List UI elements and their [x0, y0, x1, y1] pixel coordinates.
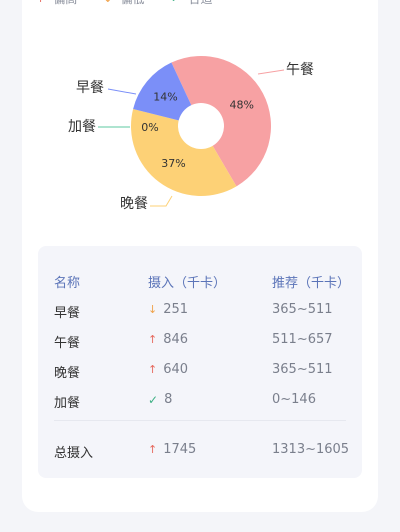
row-name: 早餐: [54, 306, 81, 321]
arrow-down-icon: ↓: [148, 303, 158, 316]
legend-item-high: ↑ 偏高: [36, 0, 77, 7]
slice-name-label: 加餐: [68, 119, 96, 135]
legend-label-high: 偏高: [53, 0, 77, 7]
arrow-up-icon: ↑: [36, 0, 45, 5]
row-name: 晚餐: [54, 366, 81, 381]
slice-percent-label: 0%: [141, 121, 158, 134]
header-intake: 摄入（千卡）: [148, 276, 227, 291]
leader-line: [257, 69, 285, 75]
arrow-up-icon: ↑: [148, 333, 158, 346]
arrow-down-icon: ↓: [103, 0, 112, 5]
table-row: 午餐 ↑ 846 511~657: [38, 332, 362, 352]
intake-value: 640: [163, 362, 189, 377]
row-intake: ✓ 8: [148, 392, 172, 407]
divider: [54, 420, 346, 421]
slice-percent-label: 37%: [161, 157, 185, 170]
donut-hole: [178, 103, 224, 149]
status-legend: ↑ 偏高 ↓ 偏低 ✓ 合适: [36, 0, 213, 7]
total-name: 总摄入: [54, 446, 94, 461]
pie-slice[interactable]: [130, 108, 237, 197]
header-recommended: 推荐（千卡）: [272, 276, 351, 291]
row-intake: ↑ 640: [148, 362, 188, 377]
slice-name-label: 午餐: [286, 62, 314, 78]
legend-label-low: 偏低: [120, 0, 144, 7]
pie-slice[interactable]: [133, 62, 201, 126]
row-recommended: 365~511: [272, 362, 333, 377]
total-recommended: 1313~1605: [272, 442, 350, 457]
row-intake: ↓ 251: [148, 302, 188, 317]
leader-line: [150, 195, 173, 207]
arrow-up-icon: ↑: [148, 363, 158, 376]
legend-item-ok: ✓ 合适: [170, 0, 213, 7]
row-name: 午餐: [54, 336, 81, 351]
intake-value: 251: [163, 302, 189, 317]
slice-percent-label: 14%: [153, 91, 177, 104]
meal-donut-chart: 48% 午餐 37% 晚餐 0% 加餐 14% 早餐: [68, 55, 314, 212]
table-row: 加餐 ✓ 8 0~146: [38, 392, 362, 412]
check-icon: ✓: [148, 392, 159, 407]
legend-label-ok: 合适: [189, 0, 213, 7]
leader-line: [107, 88, 137, 95]
check-icon: ✓: [170, 0, 180, 5]
header-name: 名称: [54, 276, 81, 291]
intake-value: 8: [164, 392, 173, 407]
table-row: 晚餐 ↑ 640 365~511: [38, 362, 362, 382]
row-intake: ↑ 846: [148, 332, 188, 347]
row-recommended: 365~511: [272, 302, 333, 317]
slice-percent-label: 48%: [229, 99, 253, 112]
total-intake: ↑ 1745: [148, 442, 196, 457]
total-intake-value: 1745: [163, 442, 197, 457]
row-recommended: 511~657: [272, 332, 333, 347]
slice-name-label: 晚餐: [120, 196, 148, 212]
row-recommended: 0~146: [272, 392, 316, 407]
intake-value: 846: [163, 332, 189, 347]
table-row: 早餐 ↓ 251 365~511: [38, 302, 362, 322]
intake-table: 名称 摄入（千卡） 推荐（千卡） 早餐 ↓ 251 365~511 午餐 ↑ 8…: [38, 246, 362, 478]
legend-item-low: ↓ 偏低: [103, 0, 144, 7]
slice-name-label: 早餐: [76, 80, 104, 96]
row-name: 加餐: [54, 396, 81, 411]
total-row: 总摄入 ↑ 1745 1313~1605: [38, 442, 362, 462]
arrow-up-icon: ↑: [148, 443, 158, 456]
